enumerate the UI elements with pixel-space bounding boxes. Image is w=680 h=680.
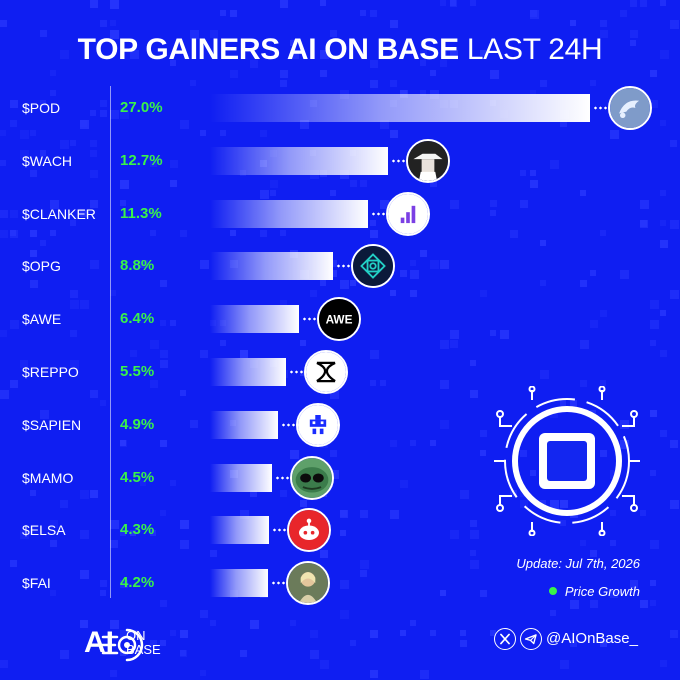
bar-row: $FAI 4.2% xyxy=(0,557,680,609)
bar-category-label: $AWE xyxy=(22,311,62,328)
legend-label: Price Growth xyxy=(564,584,640,599)
portrait-icon xyxy=(286,561,330,606)
bar-row: $AWE 6.4% AWE xyxy=(0,293,680,345)
bar-connector-dots xyxy=(289,370,304,374)
bar-category-label: $FAI xyxy=(22,575,51,592)
bar-value-label: 12.7% xyxy=(120,151,163,169)
svg-text:AWE: AWE xyxy=(326,313,353,327)
brand-onbase: ON BASE xyxy=(126,628,161,657)
bar xyxy=(210,94,590,122)
bar-value-label: 5.5% xyxy=(120,363,155,380)
bar-connector-dots xyxy=(272,528,287,533)
bar xyxy=(210,569,268,598)
chip-badge-icon xyxy=(494,386,640,536)
bar-category-label: $ELSA xyxy=(22,522,66,539)
bar-row: $REPPO 5.5% xyxy=(0,346,680,398)
bar-value-label: 4.5% xyxy=(120,468,155,486)
bar xyxy=(210,410,278,439)
bar-row: $WACH 12.7% xyxy=(0,135,680,187)
brand-logo-icon xyxy=(99,628,144,662)
legend: Price Growth xyxy=(500,584,640,599)
signal-bars-icon xyxy=(386,191,431,236)
bar-value-label: 8.8% xyxy=(120,257,155,275)
bar-row: $POD 27.0% xyxy=(0,82,680,134)
bar xyxy=(210,252,333,281)
update-date: Update: Jul 7th, 2026 xyxy=(516,556,640,571)
bar-connector-dots xyxy=(335,264,350,269)
bar-value-label: 6.4% xyxy=(120,310,155,328)
alien-icon xyxy=(290,455,335,500)
bar-value-label: 4.9% xyxy=(120,415,155,433)
lattice-icon xyxy=(350,244,395,289)
bar xyxy=(210,463,273,492)
robot-head-icon xyxy=(287,508,332,553)
bar-category-label: $WACH xyxy=(22,152,73,169)
awe-wordmark-icon: AWE xyxy=(317,297,362,342)
bar-category-label: $OPG xyxy=(22,258,61,275)
bar-value-label: 4.3% xyxy=(120,521,155,539)
bar-connector-dots xyxy=(280,422,295,427)
bar xyxy=(210,199,369,228)
brand-ai: AI xyxy=(84,626,114,659)
bar-category-label: $POD xyxy=(22,100,61,116)
x-icon[interactable] xyxy=(494,628,516,650)
bar-connector-dots xyxy=(302,317,317,322)
dolphin-icon xyxy=(608,86,652,130)
pixel-robot-icon xyxy=(295,402,340,447)
page-title: TOP GAINERS AI ON BASE LAST 24H xyxy=(0,32,680,68)
bar-connector-dots xyxy=(391,158,406,163)
bar-row: $OPG 8.8% xyxy=(0,240,680,292)
bar-category-label: $SAPIEN xyxy=(22,416,82,433)
telegram-icon[interactable] xyxy=(520,628,542,650)
bar xyxy=(210,516,270,545)
social-handle: @AIOnBase_ xyxy=(546,630,638,647)
bar-connector-dots xyxy=(271,581,285,586)
bar-value-label: 4.2% xyxy=(120,574,155,592)
title-light: LAST 24H xyxy=(466,33,603,66)
chart-axis-line xyxy=(110,86,111,598)
bar-connector-dots xyxy=(275,475,290,480)
bar-row: $SAPIEN 4.9% xyxy=(0,399,680,451)
bar-row: $CLANKER 11.3% xyxy=(0,188,680,240)
bar-value-label: 11.3% xyxy=(120,204,162,222)
bar-connector-dots xyxy=(371,211,386,216)
bar xyxy=(210,358,287,386)
bar-value-label: 27.0% xyxy=(120,99,163,116)
hat-figure-icon xyxy=(406,138,451,183)
knot-icon xyxy=(304,350,349,394)
bar-row: $MAMO 4.5% xyxy=(0,452,680,504)
legend-swatch xyxy=(548,587,557,595)
bar-category-label: $REPPO xyxy=(22,364,79,380)
title-bold: TOP GAINERS AI ON BASE xyxy=(77,33,460,66)
bar-connector-dots xyxy=(593,106,607,110)
bar-category-label: $CLANKER xyxy=(22,205,96,222)
bar xyxy=(210,305,300,334)
bar-row: $ELSA 4.3% xyxy=(0,504,680,556)
bar xyxy=(210,146,389,175)
bar-category-label: $MAMO xyxy=(22,469,74,486)
